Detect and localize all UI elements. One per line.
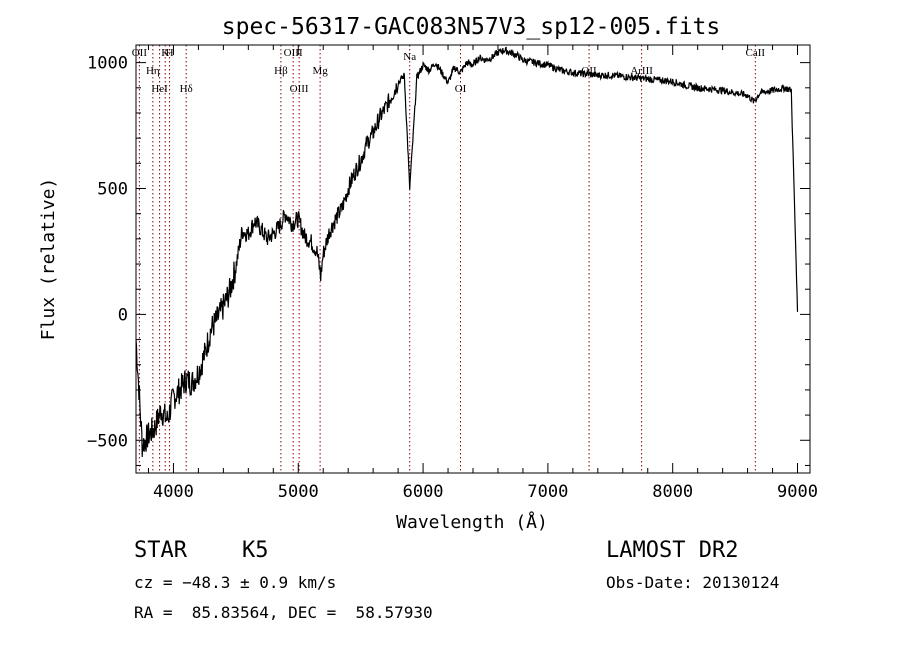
spectral-line-label: Mg	[312, 65, 328, 77]
chart-title: spec-56317-GAC083N57V3_sp12-005.fits	[222, 14, 721, 40]
spectral-line-label: CaII	[746, 47, 766, 59]
spectral-line-label: OIII	[290, 83, 309, 95]
spectral-line-label: Hη	[146, 65, 160, 77]
ticks-layer: 4000 5000 6000 7000 8000 9000 −500 0 500 1000	[87, 45, 818, 502]
obs-date: Obs-Date: 20130124	[606, 573, 780, 592]
y-tick-label: 500	[97, 180, 128, 200]
x-tick-label: 9000	[777, 482, 818, 502]
x-tick-label: 5000	[278, 482, 319, 502]
spectral-line-label: Na	[403, 51, 416, 63]
y-tick-label: −500	[87, 431, 128, 451]
coordinates: RA = 85.83564, DEC = 58.57930	[134, 603, 433, 622]
subclass: K5	[242, 538, 269, 563]
y-tick-label: 0	[118, 305, 128, 325]
y-axis-label: Flux (relative)	[38, 178, 59, 341]
x-tick-label: 7000	[527, 482, 568, 502]
spectral-line-label: OIII	[284, 47, 303, 59]
spectral-line-label: H	[166, 47, 174, 59]
x-tick-label: 6000	[403, 482, 444, 502]
spectral-line-label: Hδ	[180, 83, 193, 95]
plot-area: 4000 5000 6000 7000 8000 9000 −500 0 500 1000 OII…	[87, 44, 818, 502]
spectral-line-label: HeI	[151, 83, 168, 95]
y-tick-label: 1000	[87, 54, 128, 74]
survey-name: LAMOST DR2	[606, 538, 739, 563]
spectral-line-label: OII	[132, 47, 148, 59]
x-tick-label: 8000	[652, 482, 693, 502]
object-type: STAR	[134, 538, 187, 563]
x-axis-label: Wavelength (Å)	[396, 511, 548, 533]
x-tick-label: 4000	[153, 482, 194, 502]
spectral-lines-layer	[138, 45, 756, 473]
spectral-line-label: ArIII	[630, 65, 653, 77]
spectral-line-label: Hβ	[274, 65, 288, 77]
spectrum-line	[135, 46, 799, 458]
spectral-line-label: OI	[455, 83, 467, 95]
spectral-line-label: OII	[581, 65, 597, 77]
spectral-line-label: K	[161, 47, 169, 59]
redshift-readout: cz = −48.3 ± 0.9 km/s	[134, 573, 337, 592]
